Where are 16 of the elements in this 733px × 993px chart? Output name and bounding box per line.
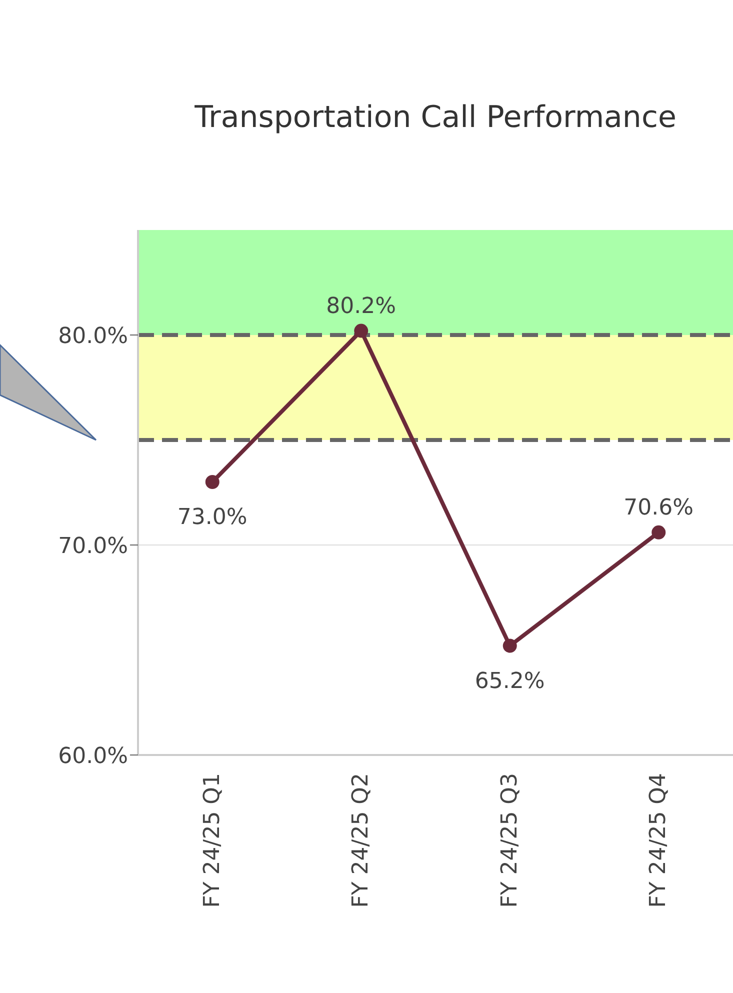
point [354, 324, 368, 338]
x-tick-label: FY 24/25 Q2 [348, 773, 374, 908]
point [205, 475, 220, 489]
chart-title: Transportation Call Performance [194, 100, 678, 135]
y-tick-label: 80.0% [58, 324, 128, 349]
y-tick-label: 70.0% [58, 534, 128, 559]
x-tick-label: FY 24/25 Q3 [497, 773, 522, 908]
point [652, 525, 666, 540]
point [502, 638, 517, 653]
text: 73.0% [177, 505, 248, 530]
x-tick-label: FY 24/25 Q4 [646, 773, 672, 908]
x-tick-label: FY 24/25 Q1 [200, 773, 225, 908]
text: 70.6% [624, 495, 694, 520]
text: 65.2% [474, 668, 545, 694]
text: 80.2% [326, 294, 396, 319]
y-tick-label: 60.0% [58, 744, 128, 769]
